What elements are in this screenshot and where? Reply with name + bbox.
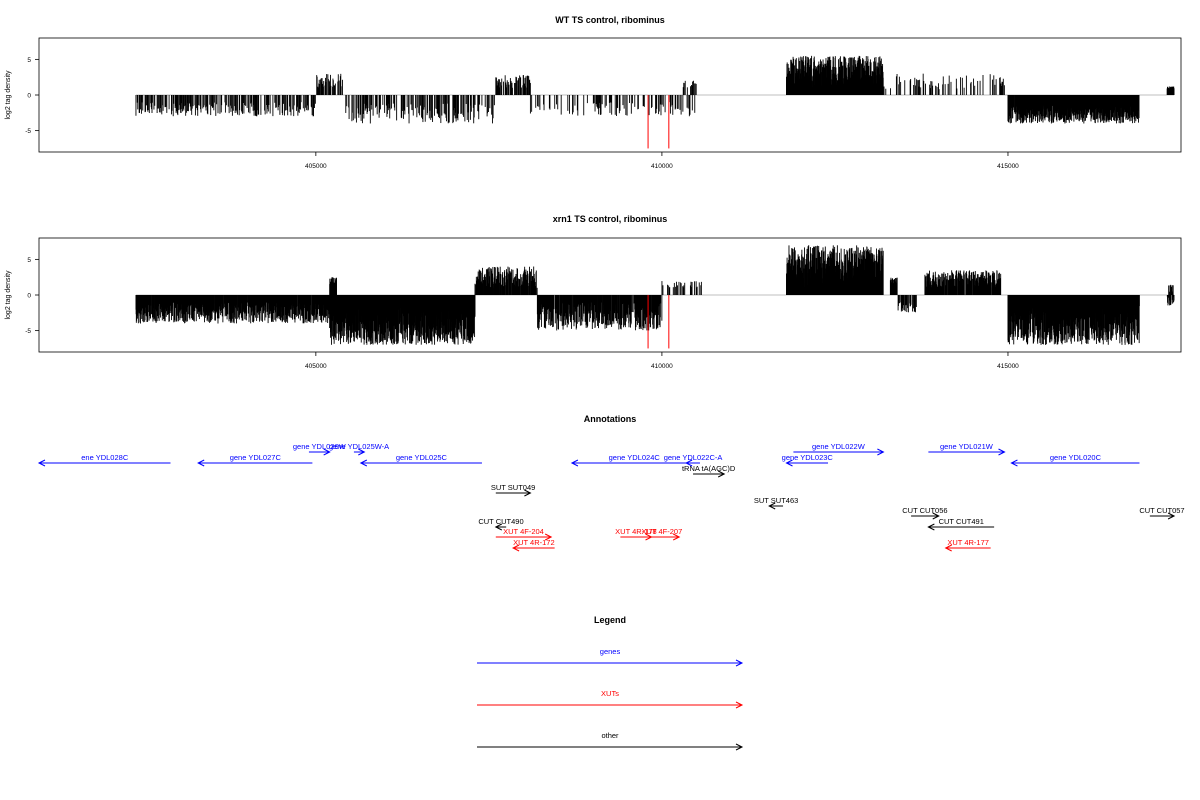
bars-group [135, 245, 1175, 349]
y-axis-label: log2 tag density [5, 270, 12, 320]
track-panel-wt: WT TS control, ribominus log2 tag densit… [5, 15, 1182, 170]
y-tick-label: 0 [27, 93, 31, 100]
y-tick-label: 5 [27, 57, 31, 64]
bars-group [135, 55, 1175, 149]
track-panel-xrn1: xrn1 TS control, ribominus log2 tag dens… [5, 214, 1182, 370]
y-axis-label: log2 tag density [5, 70, 12, 120]
axes-group: 405000 410000 415000 -5 0 5 [25, 57, 1019, 170]
x-tick-label: 415000 [997, 163, 1019, 170]
x-tick-label: 405000 [305, 163, 327, 170]
panel-title: WT TS control, ribominus [555, 15, 665, 25]
y-tick-label: -5 [25, 128, 31, 135]
panel-title: xrn1 TS control, ribominus [553, 214, 668, 224]
x-tick-label: 410000 [651, 163, 673, 170]
